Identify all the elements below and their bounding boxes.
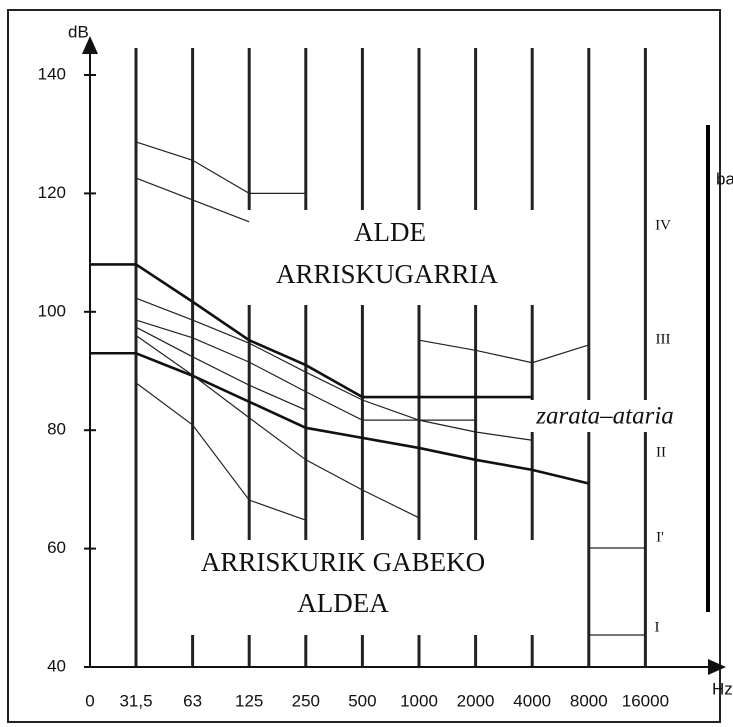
x-tick-label: 16000 bbox=[622, 691, 669, 710]
x-tick-label: 250 bbox=[292, 691, 320, 710]
series-line bbox=[135, 326, 307, 411]
x-tick-label: 125 bbox=[235, 691, 263, 710]
x-axis-label: Hz bbox=[712, 679, 733, 698]
labels: 40 60 80 100 120 140 0 31,5 63 125 250 500 1000 2000 4… bbox=[38, 64, 733, 710]
side-bar bbox=[706, 125, 710, 612]
series-line bbox=[135, 334, 420, 519]
y-tick-label: 60 bbox=[47, 538, 66, 557]
x-tick-label: 8000 bbox=[570, 691, 608, 710]
x-arrow bbox=[708, 659, 726, 675]
mask bbox=[150, 540, 535, 635]
series-line bbox=[135, 319, 476, 421]
y-tick-label: 80 bbox=[47, 420, 66, 439]
x-tick-label: 2000 bbox=[457, 691, 495, 710]
annotation: ALDE bbox=[354, 217, 426, 247]
x-tick-label: 31,5 bbox=[119, 691, 152, 710]
x-tick-label: 4000 bbox=[513, 691, 551, 710]
annotation: ALDEA bbox=[297, 588, 389, 618]
y-tick-label: 120 bbox=[38, 183, 66, 202]
annotation: ARRISKUGARRIA bbox=[276, 259, 499, 289]
mask bbox=[510, 400, 700, 432]
frame bbox=[7, 9, 721, 723]
y-arrow bbox=[82, 36, 98, 54]
annotation: I' bbox=[656, 529, 664, 545]
annotation: zarata–ataria bbox=[535, 403, 674, 430]
lines bbox=[90, 141, 646, 636]
x-tick-label: 63 bbox=[183, 691, 202, 710]
series-line bbox=[135, 382, 307, 521]
annotation: IV bbox=[655, 217, 671, 233]
annotation: ARRISKURIK GABEKO bbox=[201, 547, 485, 577]
label-backgrounds bbox=[150, 210, 700, 635]
series-line bbox=[90, 263, 533, 399]
y-tick-label: 100 bbox=[38, 301, 66, 320]
annotation: I bbox=[655, 619, 660, 635]
x-tick-label: 0 bbox=[85, 691, 94, 710]
series-line bbox=[418, 339, 589, 364]
mask bbox=[225, 210, 545, 305]
series-line bbox=[135, 177, 250, 223]
y-tick-label: 140 bbox=[38, 64, 66, 83]
series-line bbox=[135, 297, 533, 441]
y-tick-label: 40 bbox=[47, 656, 66, 675]
x-tick-label: 500 bbox=[348, 691, 376, 710]
annotation: III bbox=[656, 331, 671, 347]
x-tick-label: 1000 bbox=[400, 691, 438, 710]
series-line bbox=[135, 141, 306, 194]
annotation: II bbox=[656, 444, 666, 460]
y-axis-label: dB bbox=[68, 22, 89, 41]
annotation: ba bbox=[716, 169, 733, 188]
series-line bbox=[90, 351, 590, 485]
